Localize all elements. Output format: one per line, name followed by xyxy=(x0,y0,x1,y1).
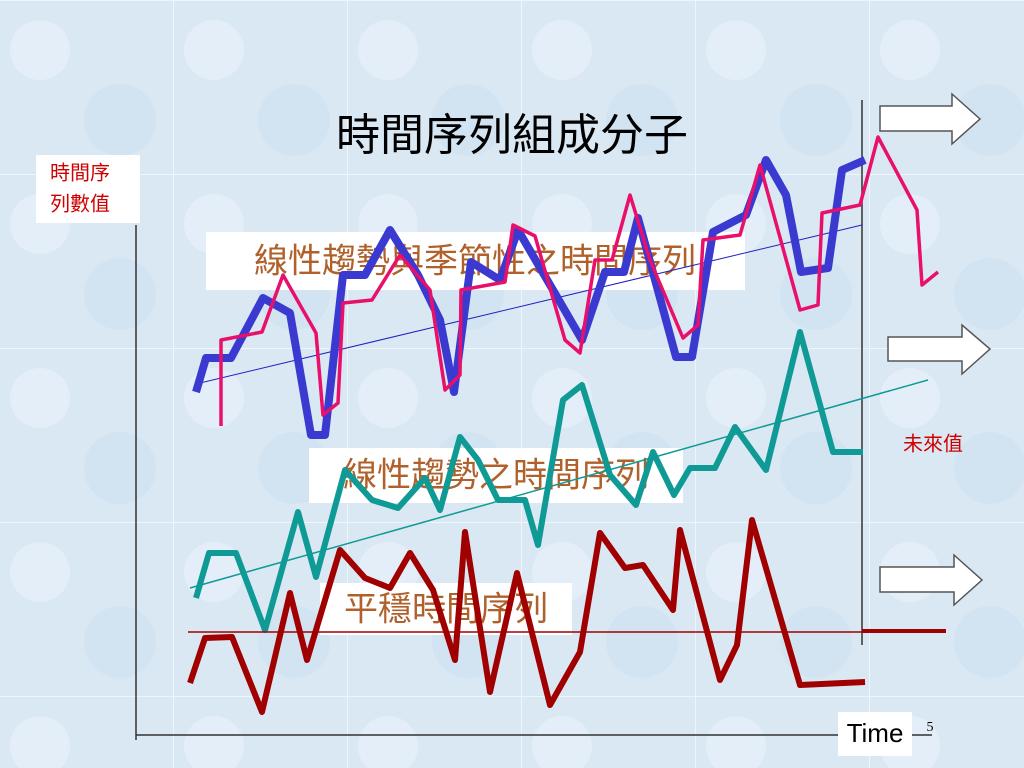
x-label-box xyxy=(838,712,912,756)
y-axis-label: 時間序 xyxy=(50,161,110,185)
title: 時間序列組成分子 xyxy=(336,110,688,161)
arrows xyxy=(879,92,992,607)
series-label: 線性趨勢之時間序列 xyxy=(343,456,649,496)
series-lines xyxy=(187,135,946,715)
slide-number: 5 xyxy=(927,720,934,735)
y-label-box xyxy=(36,155,140,223)
y-axis-label: 列數值 xyxy=(50,192,110,216)
future-label: 未來值 xyxy=(903,432,963,456)
x-axis-label: Time xyxy=(847,718,904,748)
